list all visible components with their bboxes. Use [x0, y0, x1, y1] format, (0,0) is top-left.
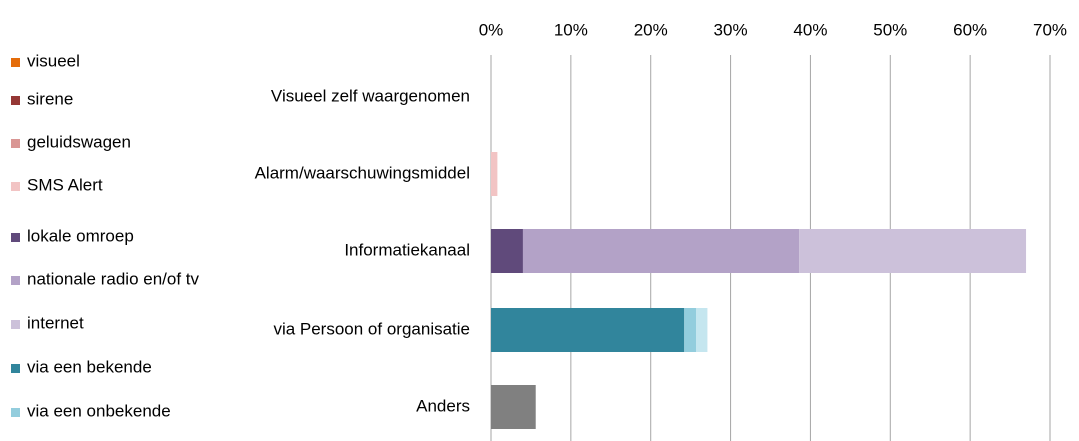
- legend-label: geluidswagen: [27, 132, 131, 151]
- x-tick-label: 30%: [714, 20, 748, 39]
- legend-label: SMS Alert: [27, 175, 103, 194]
- legend-label: internet: [27, 313, 84, 332]
- legend-label: lokale omroep: [27, 226, 134, 245]
- x-tick-label: 0%: [479, 20, 504, 39]
- x-tick-label: 20%: [634, 20, 668, 39]
- category-label: Anders: [416, 396, 470, 415]
- x-tick-label: 10%: [554, 20, 588, 39]
- bar-segment: [491, 152, 498, 196]
- x-tick-label: 40%: [793, 20, 827, 39]
- bar-segment: [491, 385, 536, 429]
- legend-swatch: [11, 320, 20, 329]
- legend-swatch: [11, 364, 20, 373]
- legend-swatch: [11, 182, 20, 191]
- bar-segment: [696, 308, 708, 352]
- legend-label: visueel: [27, 51, 80, 70]
- legend-swatch: [11, 58, 20, 67]
- category-label: via Persoon of organisatie: [273, 319, 470, 338]
- legend-label: sirene: [27, 89, 73, 108]
- bar-segment: [491, 229, 523, 273]
- x-tick-label: 70%: [1033, 20, 1067, 39]
- bar-segment: [684, 308, 697, 352]
- legend-swatch: [11, 408, 20, 417]
- bar-segment: [491, 308, 685, 352]
- category-label: Visueel zelf waargenomen: [271, 86, 470, 105]
- x-tick-label: 60%: [953, 20, 987, 39]
- legend-swatch: [11, 276, 20, 285]
- legend-label: nationale radio en/of tv: [27, 269, 200, 288]
- category-label: Alarm/waarschuwingsmiddel: [255, 163, 470, 182]
- x-tick-label: 50%: [873, 20, 907, 39]
- bar-segment: [799, 229, 1027, 273]
- category-label: Informatiekanaal: [344, 240, 470, 259]
- legend-swatch: [11, 96, 20, 105]
- bar-segment: [522, 229, 800, 273]
- legend-swatch: [11, 139, 20, 148]
- legend-label: via een bekende: [27, 357, 152, 376]
- legend-label: via een onbekende: [27, 401, 171, 420]
- legend-swatch: [11, 233, 20, 242]
